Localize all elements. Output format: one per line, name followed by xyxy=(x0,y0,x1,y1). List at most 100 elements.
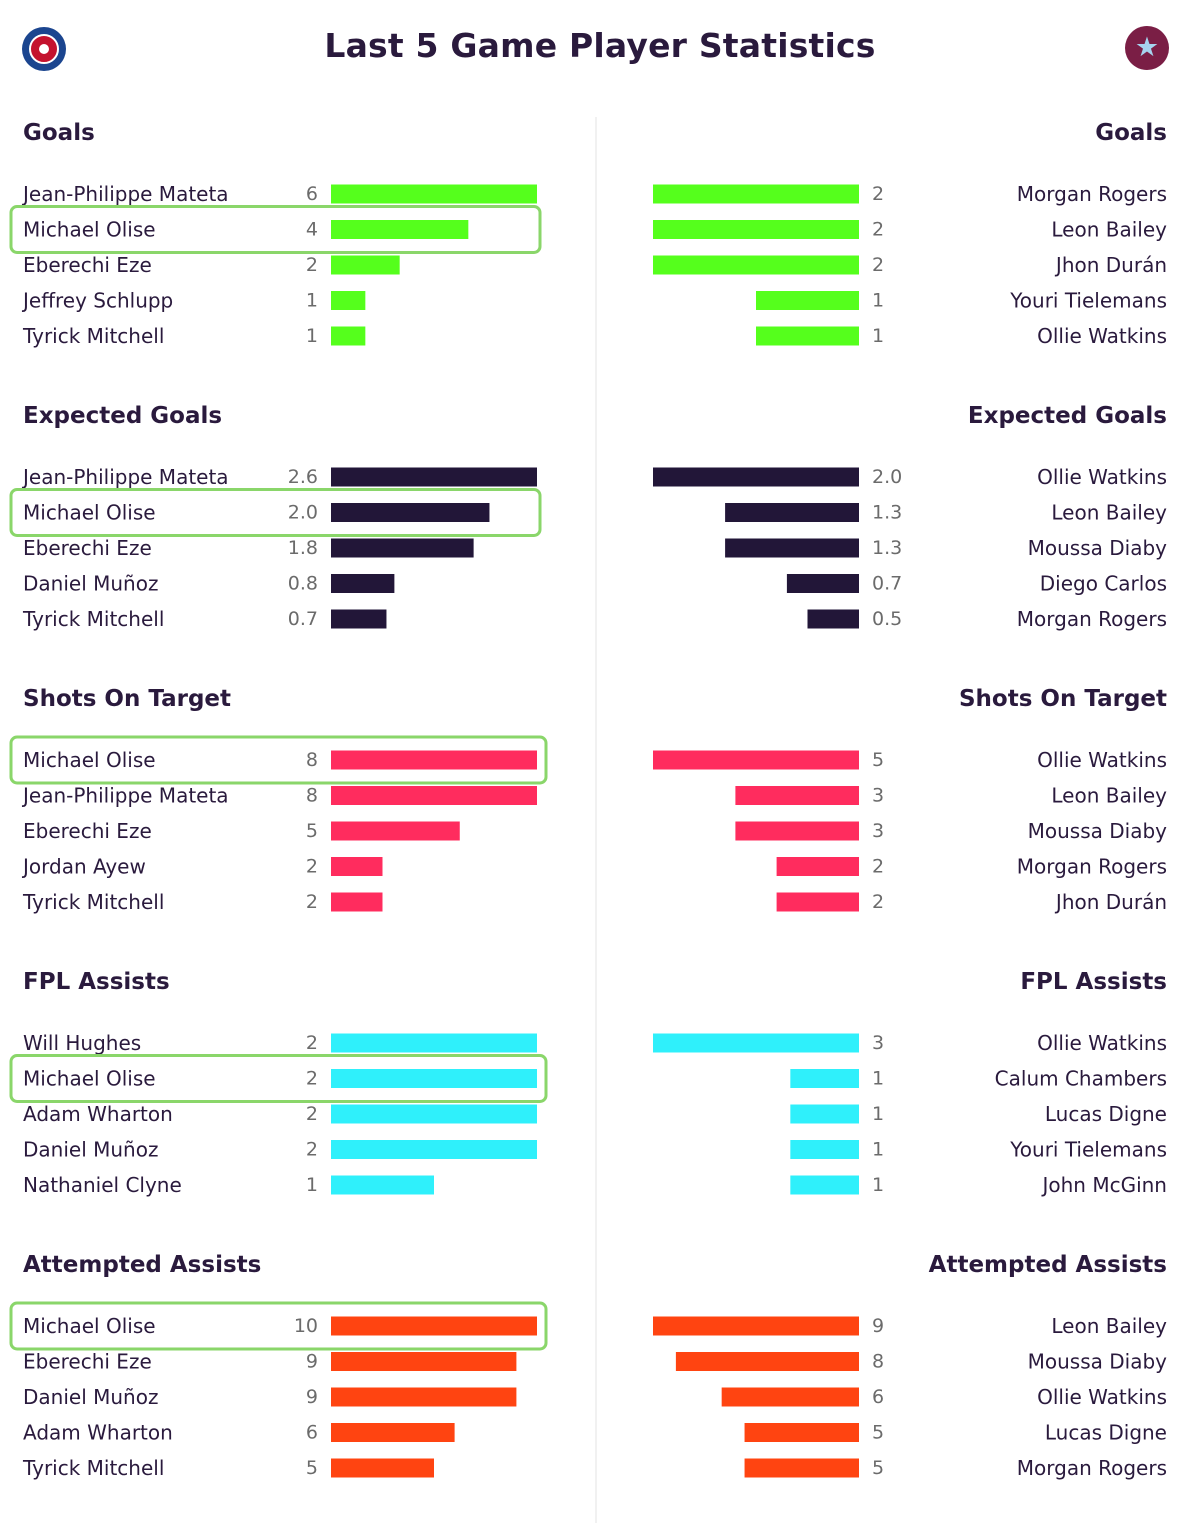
bar xyxy=(331,1423,455,1442)
player-name: Ollie Watkins xyxy=(1037,324,1167,348)
player-name: Michael Olise xyxy=(23,501,156,525)
player-name: Calum Chambers xyxy=(995,1067,1167,1091)
player-name: Morgan Rogers xyxy=(1017,1456,1167,1480)
player-name: Michael Olise xyxy=(23,218,156,242)
player-name: Michael Olise xyxy=(23,1314,156,1338)
bar xyxy=(331,1175,434,1195)
bar xyxy=(721,1387,859,1407)
bar xyxy=(331,1352,517,1371)
bar xyxy=(653,1033,859,1053)
value-label: 1 xyxy=(872,1139,884,1161)
player-name: Leon Bailey xyxy=(1051,218,1167,242)
value-label: 2.0 xyxy=(872,466,902,488)
bar xyxy=(331,1458,434,1478)
player-name: Eberechi Eze xyxy=(23,1350,152,1374)
section-title-expected-goals-right: Expected Goals xyxy=(968,403,1167,429)
player-name: Jordan Ayew xyxy=(21,855,146,879)
bar xyxy=(331,750,537,770)
section-title-goals-right: Goals xyxy=(1095,120,1167,146)
value-label: 6 xyxy=(306,183,318,205)
bar xyxy=(331,857,383,876)
player-name: Moussa Diaby xyxy=(1028,536,1168,560)
section-title-fpl-assists-left: FPL Assists xyxy=(23,969,170,995)
bar xyxy=(331,786,537,805)
value-label: 2 xyxy=(872,219,884,241)
bar xyxy=(331,1140,537,1159)
value-label: 1.8 xyxy=(288,537,318,559)
value-label: 5 xyxy=(872,1422,884,1444)
player-name: Moussa Diaby xyxy=(1028,1350,1168,1374)
bar xyxy=(331,574,395,593)
player-name: Tyrick Mitchell xyxy=(22,1456,164,1480)
player-name: Ollie Watkins xyxy=(1037,465,1167,489)
bar xyxy=(756,291,859,310)
value-label: 6 xyxy=(872,1386,884,1408)
player-name: Michael Olise xyxy=(23,1067,156,1091)
value-label: 1 xyxy=(306,290,318,312)
value-label: 5 xyxy=(306,820,318,842)
value-label: 6 xyxy=(306,1422,318,1444)
player-name: Leon Bailey xyxy=(1051,1314,1167,1338)
player-name: John McGinn xyxy=(1040,1173,1167,1197)
player-name: Morgan Rogers xyxy=(1017,855,1167,879)
page-title: Last 5 Game Player Statistics xyxy=(324,26,876,65)
bar xyxy=(331,1387,517,1407)
player-name: Jeffrey Schlupp xyxy=(21,289,173,313)
value-label: 2 xyxy=(306,1032,318,1054)
player-name: Jean-Philippe Mateta xyxy=(21,784,229,808)
player-name: Jhon Durán xyxy=(1054,253,1167,277)
value-label: 1 xyxy=(872,1068,884,1090)
bar xyxy=(331,503,490,522)
bar xyxy=(653,184,859,204)
highlight-box xyxy=(9,735,548,785)
bar xyxy=(331,609,387,629)
value-label: 3 xyxy=(872,820,884,842)
bar xyxy=(790,1175,859,1195)
value-label: 1 xyxy=(872,1174,884,1196)
bar xyxy=(790,1104,859,1124)
player-name: Jean-Philippe Mateta xyxy=(21,465,229,489)
value-label: 8 xyxy=(306,749,318,771)
player-name: Jhon Durán xyxy=(1054,890,1167,914)
value-label: 2 xyxy=(306,254,318,276)
highlight-box xyxy=(9,205,542,254)
bar xyxy=(331,326,366,346)
player-name: Tyrick Mitchell xyxy=(22,607,164,631)
value-label: 3 xyxy=(872,1032,884,1054)
bar xyxy=(725,503,859,522)
player-name: Tyrick Mitchell xyxy=(22,890,164,914)
value-label: 1.3 xyxy=(872,537,902,559)
value-label: 1 xyxy=(306,325,318,347)
player-name: Eberechi Eze xyxy=(23,819,152,843)
bar xyxy=(331,1033,537,1053)
value-label: 5 xyxy=(872,1457,884,1479)
value-label: 8 xyxy=(872,1351,884,1373)
value-label: 2 xyxy=(872,254,884,276)
player-name: Ollie Watkins xyxy=(1037,1385,1167,1409)
value-label: 2.6 xyxy=(288,466,318,488)
bar xyxy=(653,220,859,239)
crystal-palace-crest-icon xyxy=(22,27,66,71)
value-label: 2 xyxy=(306,1068,318,1090)
value-label: 8 xyxy=(306,785,318,807)
bar xyxy=(331,1104,537,1124)
player-name: Ollie Watkins xyxy=(1037,748,1167,772)
bar xyxy=(653,1316,859,1336)
value-label: 2 xyxy=(306,891,318,913)
value-label: 0.8 xyxy=(288,573,318,595)
value-label: 2.0 xyxy=(288,502,318,524)
player-name: Eberechi Eze xyxy=(23,253,152,277)
bar xyxy=(331,220,469,239)
column-divider xyxy=(595,117,597,1523)
highlight-box xyxy=(9,1301,548,1351)
player-name: Leon Bailey xyxy=(1051,784,1167,808)
section-title-fpl-assists-right: FPL Assists xyxy=(1020,969,1167,995)
player-name: Nathaniel Clyne xyxy=(23,1173,182,1197)
highlight-box xyxy=(9,1054,548,1103)
value-label: 9 xyxy=(872,1315,884,1337)
bar xyxy=(653,467,859,487)
bar xyxy=(735,786,859,805)
player-name: Leon Bailey xyxy=(1051,501,1167,525)
player-name: Daniel Muñoz xyxy=(23,1385,158,1409)
